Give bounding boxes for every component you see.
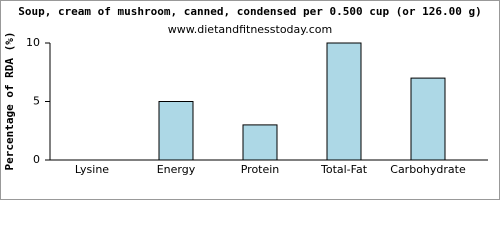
bar — [410, 77, 446, 161]
chart-title: Soup, cream of mushroom, canned, condens… — [18, 5, 482, 18]
x-tick-label: Carbohydrate — [390, 163, 466, 176]
y-tick-label: 0 — [33, 153, 40, 166]
bar — [158, 101, 194, 161]
x-tick-label: Lysine — [75, 163, 109, 176]
y-axis-label: Percentage of RDA (%) — [3, 31, 16, 170]
x-tick-label: Energy — [157, 163, 196, 176]
chart: Soup, cream of mushroom, canned, condens… — [0, 0, 500, 200]
bar — [242, 124, 278, 161]
y-tick-label: 5 — [33, 95, 40, 108]
y-tick-label: 10 — [26, 36, 40, 49]
chart-subtitle: www.dietandfitnesstoday.com — [168, 23, 332, 36]
x-tick-label: Protein — [241, 163, 280, 176]
bar — [326, 42, 362, 161]
x-tick-label: Total-Fat — [320, 163, 368, 176]
